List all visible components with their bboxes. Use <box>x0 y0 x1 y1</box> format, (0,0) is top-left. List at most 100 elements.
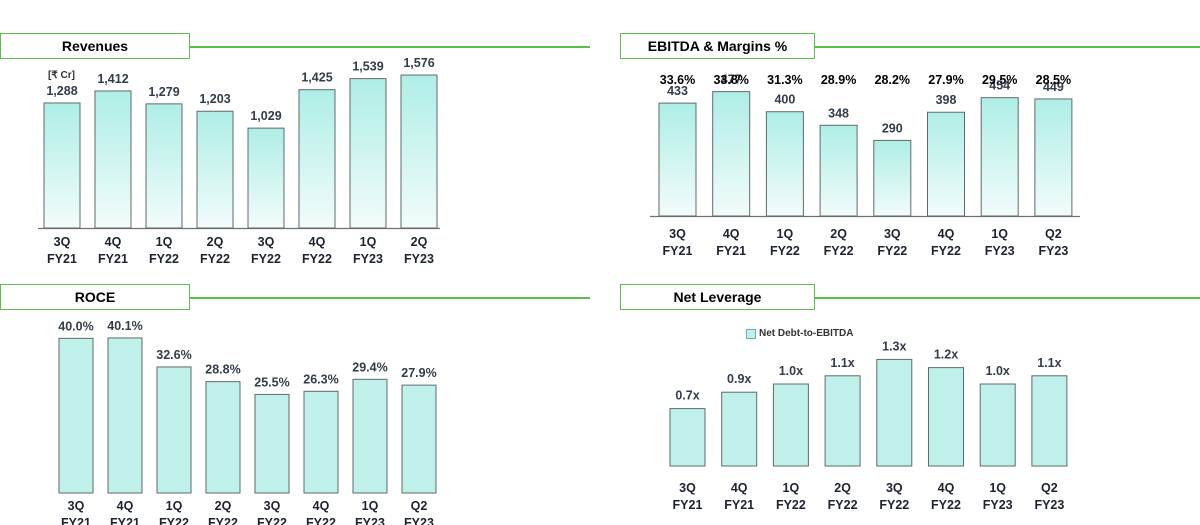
ebitda-margin-label: 28.2% <box>875 73 910 87</box>
revenues-tick-label: FY22 <box>200 252 230 266</box>
revenues-tick-label: 3Q <box>258 235 275 249</box>
roce-tick-label: Q2 <box>411 499 428 513</box>
roce-value-label: 27.9% <box>401 366 436 380</box>
revenues-tick-label: FY23 <box>353 252 383 266</box>
roce-tick-label: 1Q <box>362 499 379 513</box>
legend-label: Net Debt-to-EBITDA <box>759 328 854 339</box>
ebitda-value-label: 398 <box>936 93 957 107</box>
roce-tick-label: FY21 <box>110 516 140 525</box>
ebitda-margin-label: 28.5% <box>1036 73 1071 87</box>
revenues-value-label: 1,412 <box>97 72 128 86</box>
revenues-bar <box>145 103 183 229</box>
leverage-tick-label: FY22 <box>931 498 961 512</box>
ebitda-value-label: 449 <box>1043 80 1064 94</box>
ebitda-margin-label: 28.9% <box>821 73 856 87</box>
revenues-value-label: 1,539 <box>352 60 383 74</box>
revenues-tick-label: FY22 <box>302 252 332 266</box>
ebitda-tick-label: 1Q <box>991 227 1008 241</box>
revenues-value-label: 1,203 <box>199 92 230 106</box>
revenues-value-label: 1,288 <box>46 84 77 98</box>
roce-value-label: 29.4% <box>352 360 387 374</box>
roce-tick-label: FY22 <box>257 516 287 525</box>
ebitda-value-label: 433 <box>667 84 688 98</box>
roce-tick-label: FY23 <box>404 516 434 525</box>
revenues-tick-label: FY21 <box>98 252 128 266</box>
leverage-bar <box>669 408 706 467</box>
ebitda-value-label: 477 <box>721 73 742 87</box>
roce-bar <box>352 378 388 494</box>
revenues-value-label: 1,425 <box>301 71 332 85</box>
leverage-value-label: 1.3x <box>882 339 906 353</box>
leverage-tick-label: 4Q <box>731 481 748 495</box>
leverage-value-label: 1.0x <box>986 364 1010 378</box>
ebitda-tick-label: 3Q <box>669 227 686 241</box>
roce-header-rule <box>0 297 590 299</box>
ebitda-tick-label: FY22 <box>931 244 961 258</box>
leverage-tick-label: 1Q <box>989 481 1006 495</box>
revenues-unit-label: [₹ Cr] <box>48 70 75 81</box>
leverage-tick-label: 4Q <box>938 481 955 495</box>
leverage-tick-label: 3Q <box>886 481 903 495</box>
ebitda-tick-label: 3Q <box>884 227 901 241</box>
ebitda-margin-label: 31.3% <box>767 73 802 87</box>
leverage-tick-label: FY21 <box>673 498 703 512</box>
leverage-bar <box>1031 375 1068 467</box>
leverage-chart: 0.7x 3Q FY21 0.9x 4Q FY21 1.0x 1Q FY22 1.1x 2Q FY22… <box>669 339 1068 512</box>
leverage-value-label: 1.2x <box>934 348 958 362</box>
roce-bar <box>401 384 437 494</box>
roce-tick-label: 3Q <box>264 499 281 513</box>
leverage-header-rule <box>620 297 1200 299</box>
roce-tick-label: 3Q <box>68 499 85 513</box>
ebitda-tick-label: 2Q <box>830 227 847 241</box>
ebitda-value-label: 454 <box>989 79 1010 93</box>
roce-bar <box>254 393 290 494</box>
legend-swatch <box>746 328 756 339</box>
revenues-tick-label: 1Q <box>360 235 377 249</box>
revenues-title: Revenues <box>0 33 190 59</box>
roce-tick-label: FY22 <box>208 516 238 525</box>
leverage-bar <box>928 367 964 467</box>
revenues-tick-label: 2Q <box>411 235 428 249</box>
ebitda-bar <box>712 91 751 217</box>
leverage-tick-label: FY22 <box>879 498 909 512</box>
ebitda-bar <box>1034 98 1073 217</box>
revenues-tick-label: FY22 <box>251 252 281 266</box>
leverage-tick-label: FY23 <box>1034 498 1064 512</box>
leverage-value-label: 0.7x <box>675 389 699 403</box>
ebitda-tick-label: 4Q <box>938 227 955 241</box>
ebitda-value-label: 348 <box>828 106 849 120</box>
roce-value-label: 32.6% <box>156 348 191 362</box>
revenues-bar <box>298 89 336 229</box>
revenues-bar <box>400 74 438 229</box>
leverage-value-label: 1.0x <box>779 364 803 378</box>
roce-tick-label: FY23 <box>355 516 385 525</box>
ebitda-value-label: 400 <box>774 93 795 107</box>
leverage-tick-label: FY21 <box>724 498 754 512</box>
revenues-bar <box>43 102 81 229</box>
ebitda-value-label: 290 <box>882 121 903 135</box>
leverage-value-label: 1.1x <box>1037 356 1061 370</box>
revenues-bar <box>196 110 234 229</box>
roce-bar <box>58 337 94 494</box>
roce-tick-label: 2Q <box>215 499 232 513</box>
ebitda-tick-label: FY22 <box>877 244 907 258</box>
leverage-tick-label: FY22 <box>776 498 806 512</box>
ebitda-bar <box>658 102 697 217</box>
leverage-title: Net Leverage <box>620 284 815 310</box>
revenues-tick-label: FY22 <box>149 252 179 266</box>
revenues-tick-label: FY21 <box>47 252 77 266</box>
leverage-tick-label: 2Q <box>834 481 851 495</box>
roce-bar <box>156 366 192 494</box>
revenues-tick-label: FY23 <box>404 252 434 266</box>
leverage-legend: Net Debt-to-EBITDA <box>746 328 853 339</box>
leverage-tick-label: 1Q <box>783 481 800 495</box>
ebitda-bar <box>980 97 1019 217</box>
revenues-header-rule <box>0 46 590 48</box>
roce-value-label: 28.8% <box>205 363 240 377</box>
leverage-tick-label: 3Q <box>679 481 696 495</box>
ebitda-tick-label: FY23 <box>1038 244 1068 258</box>
roce-value-label: 26.3% <box>303 372 338 386</box>
ebitda-bar <box>819 124 858 217</box>
leverage-bar <box>824 375 861 467</box>
